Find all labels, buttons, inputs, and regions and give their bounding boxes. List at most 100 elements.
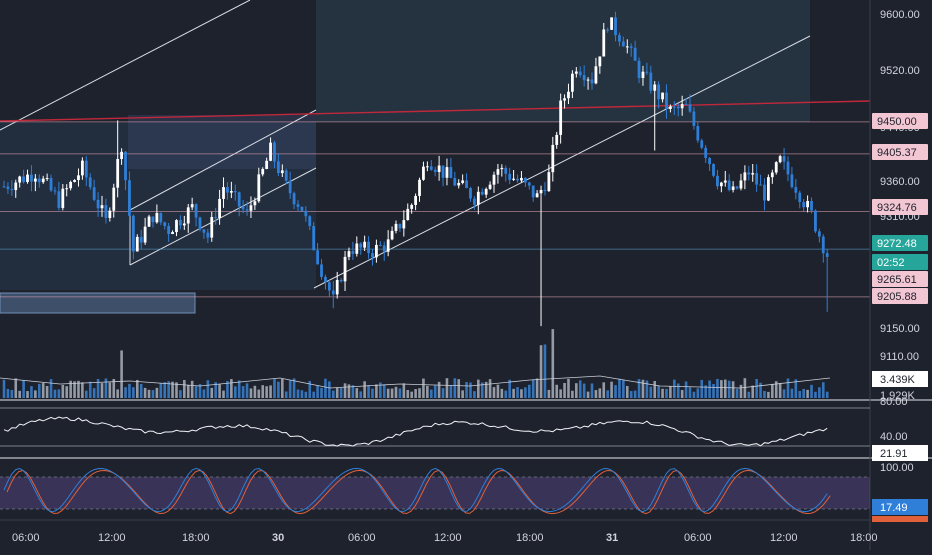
candle-body[interactable] xyxy=(535,193,539,198)
candle-body[interactable] xyxy=(324,276,327,283)
candle-body[interactable] xyxy=(33,178,37,182)
candle-body[interactable] xyxy=(410,204,414,209)
candle-body[interactable] xyxy=(253,201,257,206)
candle-body[interactable] xyxy=(406,208,410,221)
candle-body[interactable] xyxy=(81,160,84,176)
candle-body[interactable] xyxy=(802,202,806,208)
candle-body[interactable] xyxy=(429,166,433,170)
candle-body[interactable] xyxy=(128,180,131,216)
candle-body[interactable] xyxy=(320,264,323,277)
candle-body[interactable] xyxy=(198,217,202,230)
trendline-lower[interactable] xyxy=(313,35,811,289)
candle-body[interactable] xyxy=(433,169,437,172)
candle-body[interactable] xyxy=(770,172,774,178)
candle-body[interactable] xyxy=(92,187,96,200)
candle-body[interactable] xyxy=(480,191,484,195)
candle-body[interactable] xyxy=(167,226,171,235)
candle-body[interactable] xyxy=(30,174,33,182)
price-tag[interactable] xyxy=(872,199,928,215)
candle-body[interactable] xyxy=(202,229,206,233)
candle-body[interactable] xyxy=(672,106,676,108)
candle-body[interactable] xyxy=(367,241,370,254)
candle-body[interactable] xyxy=(386,239,390,252)
candle-body[interactable] xyxy=(649,72,653,91)
candle-body[interactable] xyxy=(327,282,331,291)
candle-body[interactable] xyxy=(653,84,657,91)
candle-body[interactable] xyxy=(669,106,672,109)
candle-body[interactable] xyxy=(747,172,751,175)
candle-body[interactable] xyxy=(704,147,708,159)
candle-body[interactable] xyxy=(610,17,613,30)
candle-body[interactable] xyxy=(245,209,249,211)
candle-body[interactable] xyxy=(665,92,668,109)
candle-body[interactable] xyxy=(222,187,225,199)
candle-body[interactable] xyxy=(743,172,747,181)
candle-body[interactable] xyxy=(151,216,155,223)
candle-body[interactable] xyxy=(331,290,335,295)
candle-body[interactable] xyxy=(104,205,108,218)
candle-body[interactable] xyxy=(120,151,123,160)
candle-body[interactable] xyxy=(445,167,449,178)
candle-body[interactable] xyxy=(304,210,308,217)
candle-body[interactable] xyxy=(77,175,80,181)
candle-body[interactable] xyxy=(292,193,296,205)
candle-body[interactable] xyxy=(457,182,461,186)
candle-body[interactable] xyxy=(641,71,645,79)
candle-body[interactable] xyxy=(124,151,127,181)
candle-body[interactable] xyxy=(559,100,563,135)
candle-body[interactable] xyxy=(523,177,527,183)
candle-body[interactable] xyxy=(676,106,680,109)
candle-body[interactable] xyxy=(73,180,76,182)
candle-body[interactable] xyxy=(496,169,500,175)
candle-body[interactable] xyxy=(527,182,531,186)
candle-body[interactable] xyxy=(731,186,735,190)
candle-body[interactable] xyxy=(218,198,221,219)
candle-body[interactable] xyxy=(425,166,429,168)
candle-body[interactable] xyxy=(277,161,280,174)
candle-body[interactable] xyxy=(335,279,339,295)
candle-body[interactable] xyxy=(539,190,543,194)
candle-body[interactable] xyxy=(394,223,398,231)
candle-body[interactable] xyxy=(688,104,692,112)
candle-body[interactable] xyxy=(763,184,766,201)
candle-body[interactable] xyxy=(14,182,18,191)
candle-body[interactable] xyxy=(449,167,453,179)
candle-body[interactable] xyxy=(375,244,378,258)
candle-body[interactable] xyxy=(504,167,508,174)
candle-body[interactable] xyxy=(269,142,272,161)
candle-body[interactable] xyxy=(621,41,625,47)
candle-body[interactable] xyxy=(512,178,515,180)
candle-body[interactable] xyxy=(543,190,547,192)
trendline-upper[interactable] xyxy=(0,0,251,131)
candle-body[interactable] xyxy=(171,232,174,235)
candle-body[interactable] xyxy=(774,162,778,173)
candle-body[interactable] xyxy=(751,173,755,175)
candle-body[interactable] xyxy=(347,251,351,257)
candle-body[interactable] xyxy=(163,222,167,227)
candle-body[interactable] xyxy=(280,170,284,174)
candle-body[interactable] xyxy=(500,167,504,170)
price-tag[interactable] xyxy=(872,113,928,129)
candle-body[interactable] xyxy=(100,205,104,209)
candle-body[interactable] xyxy=(778,156,782,163)
candle-body[interactable] xyxy=(41,178,45,183)
channel-line-top[interactable] xyxy=(129,109,317,211)
candle-body[interactable] xyxy=(700,140,704,148)
candle-body[interactable] xyxy=(69,181,73,189)
candle-body[interactable] xyxy=(618,35,621,42)
candle-body[interactable] xyxy=(398,223,402,229)
candle-body[interactable] xyxy=(629,46,633,48)
candle-body[interactable] xyxy=(645,71,649,73)
candle-body[interactable] xyxy=(598,56,602,67)
candle-body[interactable] xyxy=(661,92,664,100)
candle-body[interactable] xyxy=(817,231,821,237)
price-tag[interactable] xyxy=(872,254,928,270)
candle-body[interactable] xyxy=(37,178,41,183)
candle-body[interactable] xyxy=(233,190,237,193)
candle-body[interactable] xyxy=(637,60,641,79)
candle-body[interactable] xyxy=(61,188,65,208)
candle-body[interactable] xyxy=(57,191,61,208)
candle-body[interactable] xyxy=(825,253,829,257)
candle-body[interactable] xyxy=(571,73,574,92)
